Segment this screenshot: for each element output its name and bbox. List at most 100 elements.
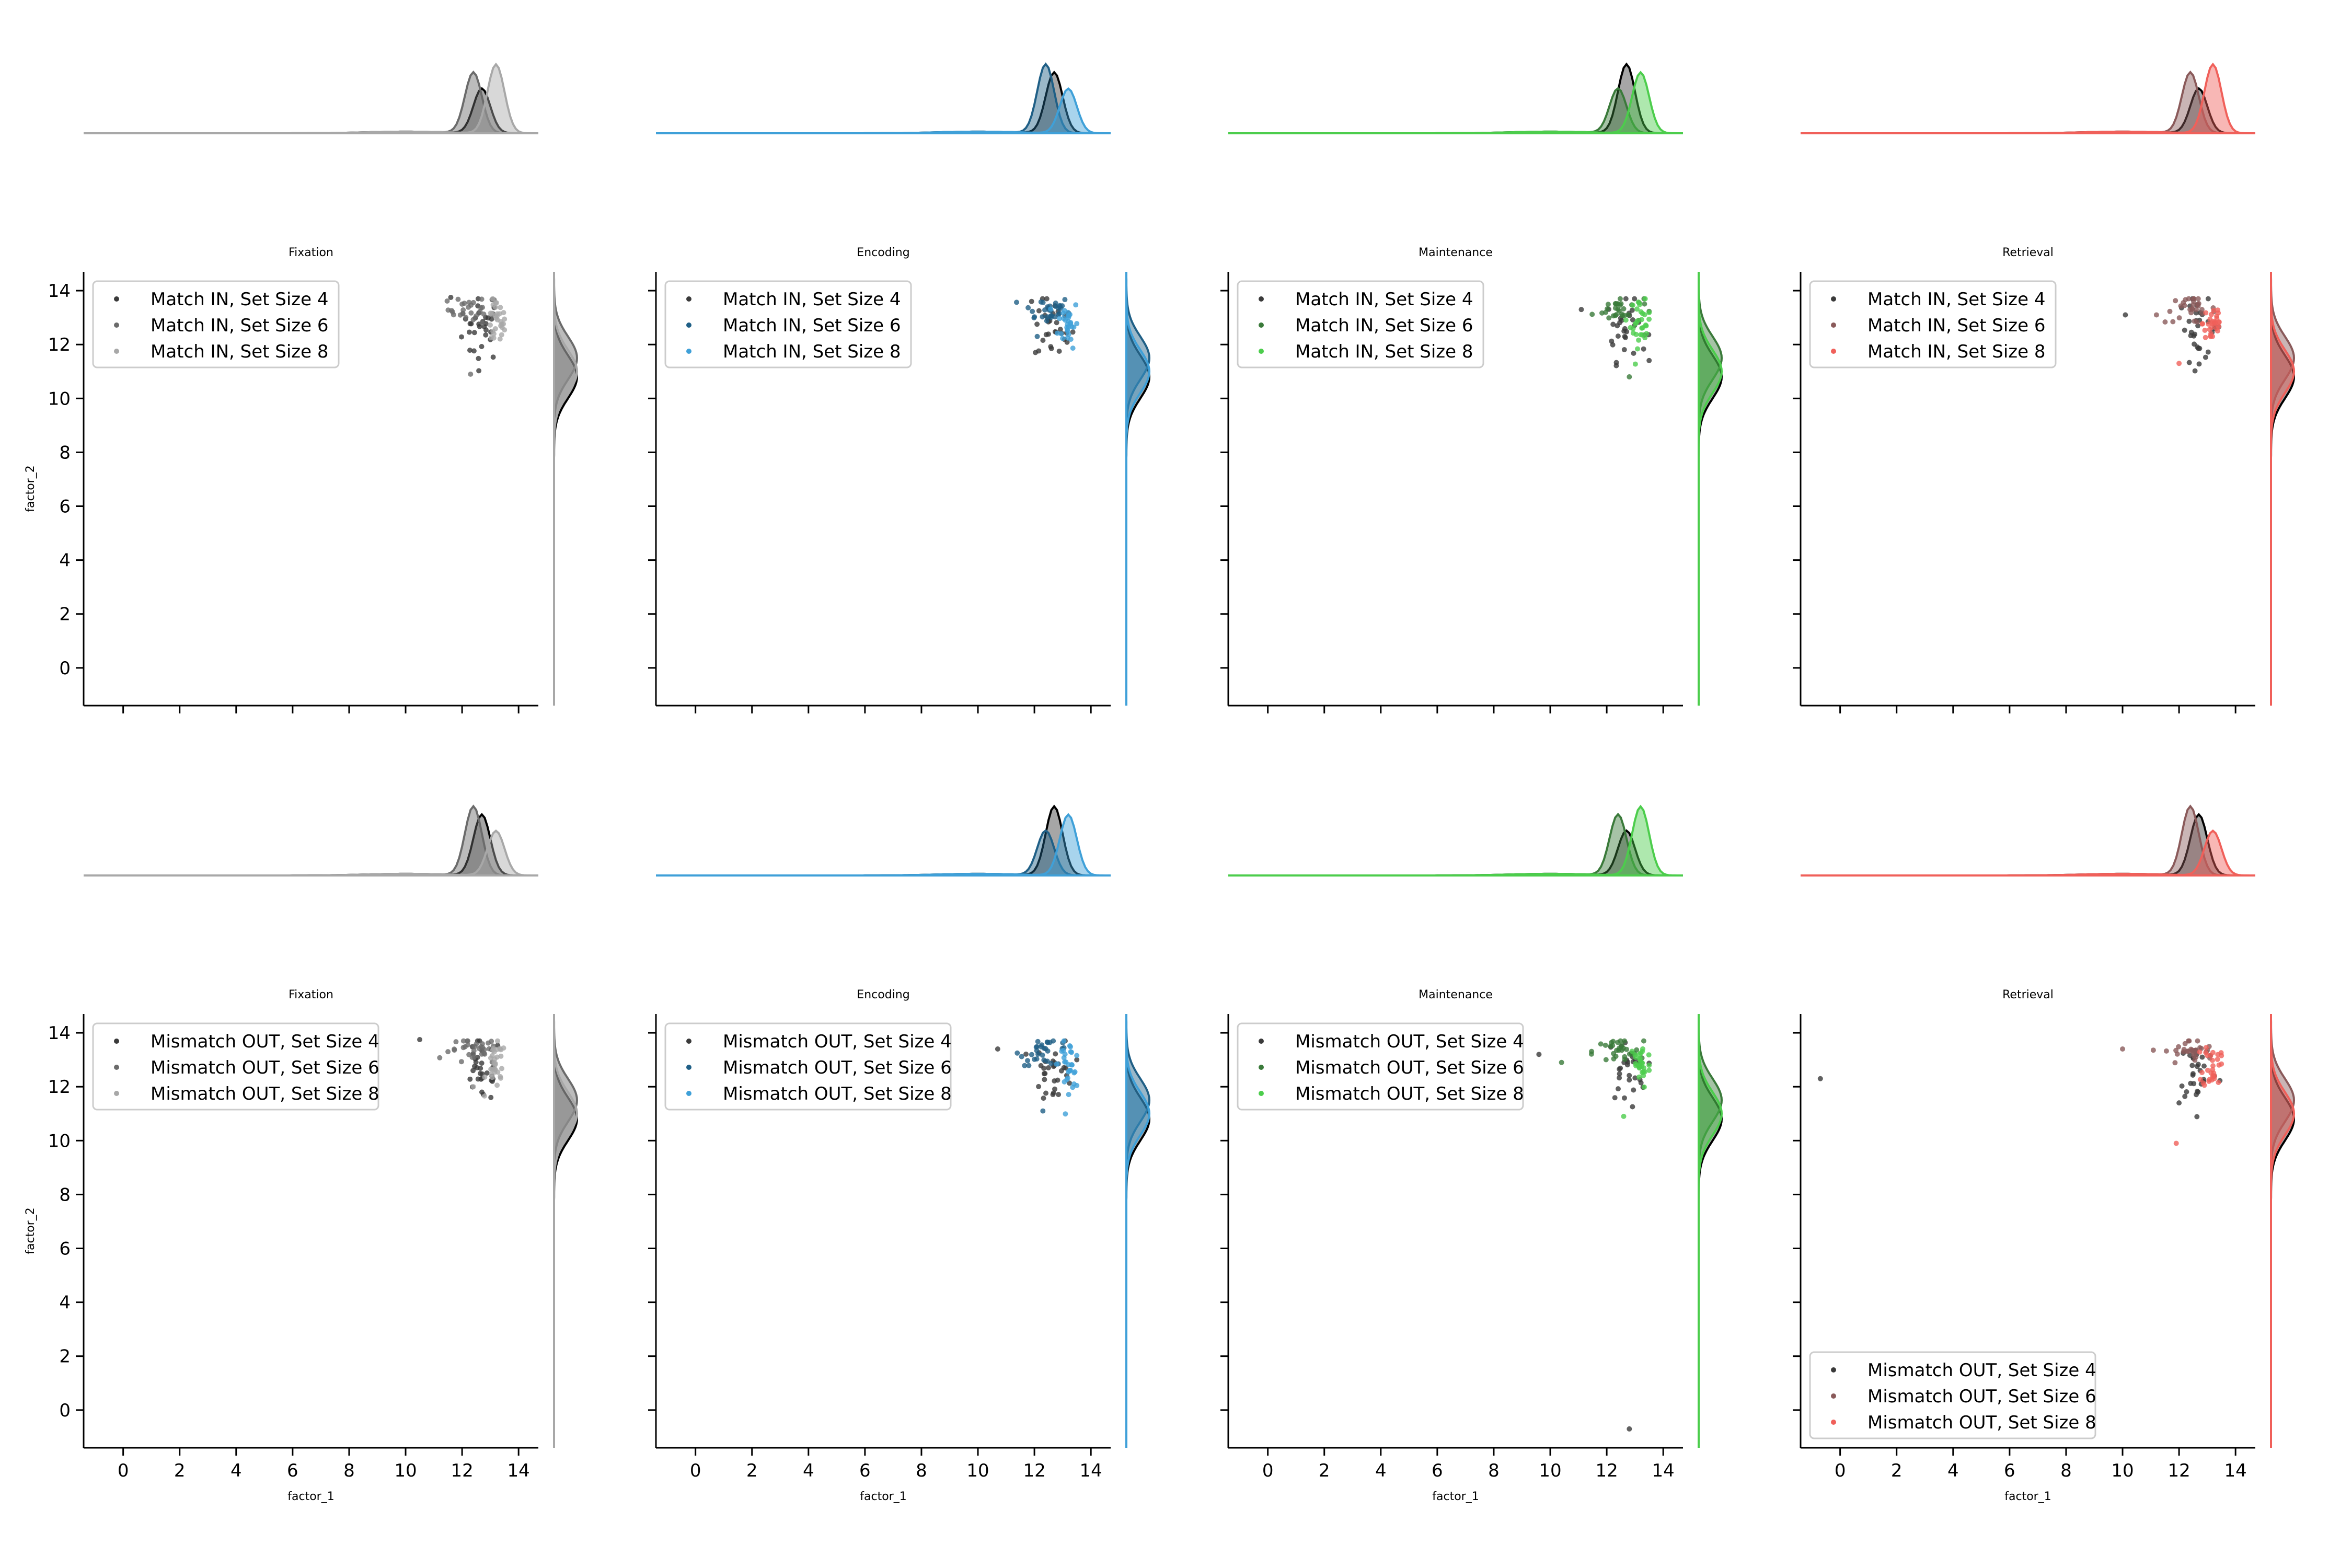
scatter-point-outlier bbox=[1034, 333, 1040, 339]
panel-1-maintenance: Maintenance 0 2 4 6 8 10 12 14 factor_1 Mismatch O… bbox=[1220, 804, 1723, 1503]
scatter-point-series-1 bbox=[465, 1038, 470, 1044]
panel-title: Encoding bbox=[857, 988, 909, 1001]
scatter-point-series-2 bbox=[1641, 1084, 1647, 1090]
scatter-point-series-1 bbox=[1030, 308, 1035, 314]
top-marginal-density-series-1 bbox=[1228, 87, 1683, 134]
scatter-point-series-1 bbox=[477, 308, 483, 314]
scatter-point-series-1 bbox=[1611, 1051, 1617, 1056]
scatter-point-series-1 bbox=[455, 296, 461, 302]
scatter-point-outlier bbox=[1040, 1108, 1046, 1114]
scatter-point-series-2 bbox=[1639, 325, 1645, 331]
scatter-point-series-0 bbox=[1631, 1087, 1636, 1093]
scatter-point-series-0 bbox=[2205, 349, 2211, 355]
y-tick-label: 6 bbox=[59, 497, 71, 517]
legend-marker bbox=[686, 296, 691, 302]
scatter-point-series-2 bbox=[498, 319, 504, 325]
scatter-point-series-0 bbox=[1040, 338, 1046, 343]
scatter-point-series-2 bbox=[1632, 361, 1638, 367]
scatter-point-series-0 bbox=[467, 329, 472, 335]
scatter-point-series-2 bbox=[488, 322, 493, 328]
scatter-point-series-0 bbox=[1044, 296, 1050, 302]
scatter-point-series-2 bbox=[1054, 330, 1060, 336]
scatter-point-series-2 bbox=[489, 1071, 494, 1077]
legend-marker bbox=[1259, 349, 1264, 354]
panel-title: Retrieval bbox=[2002, 988, 2054, 1001]
scatter-point-series-2 bbox=[2211, 308, 2217, 314]
scatter-point-series-2 bbox=[1066, 313, 1072, 318]
scatter-point-series-0 bbox=[471, 348, 477, 354]
scatter-point-series-1 bbox=[2170, 319, 2176, 325]
scatter-point-series-1 bbox=[1035, 1052, 1041, 1057]
scatter-point-series-2 bbox=[491, 331, 497, 337]
x-tick-label: 4 bbox=[1947, 1460, 1959, 1481]
x-tick-label: 6 bbox=[287, 1460, 298, 1481]
legend-marker bbox=[114, 322, 119, 328]
x-axis-label: factor_1 bbox=[2004, 1490, 2051, 1503]
scatter-point-series-0 bbox=[1630, 317, 1635, 322]
panel-title: Encoding bbox=[857, 246, 909, 259]
scatter-point-series-2 bbox=[488, 1055, 493, 1061]
legend-entry: Match IN, Set Size 6 bbox=[1295, 315, 1473, 336]
scatter-point-series-2 bbox=[490, 296, 495, 302]
scatter-point-series-1 bbox=[1622, 1038, 1628, 1044]
scatter-point-series-2 bbox=[494, 1082, 500, 1088]
scatter-point-series-0 bbox=[1042, 1070, 1048, 1076]
top-marginal-density-series-1 bbox=[84, 70, 538, 134]
legend-box bbox=[664, 280, 912, 368]
scatter-point-series-1 bbox=[458, 1059, 464, 1065]
scatter-point-series-0 bbox=[488, 1094, 494, 1100]
scatter-point-series-2 bbox=[2205, 1067, 2210, 1073]
x-tick-label: 12 bbox=[1595, 1460, 1618, 1481]
x-tick-label: 12 bbox=[2167, 1460, 2190, 1481]
legend-entry: Mismatch OUT, Set Size 8 bbox=[723, 1083, 952, 1104]
scatter-point-series-0 bbox=[1056, 349, 1062, 354]
panel-title: Retrieval bbox=[2002, 246, 2054, 259]
scatter-point-series-1 bbox=[1618, 1038, 1623, 1044]
legend-marker bbox=[1259, 322, 1264, 328]
scatter-point-series-0 bbox=[1622, 335, 1628, 340]
panel-1-encoding: Encoding 0 2 4 6 8 10 12 14 factor_1 Mismatch OUT,… bbox=[648, 804, 1151, 1503]
scatter-point-series-0 bbox=[1067, 1080, 1073, 1086]
panel-0-retrieval: Retrieval Match IN, Set Size 4 Match IN, S… bbox=[1793, 62, 2296, 713]
panel-title: Fixation bbox=[289, 246, 333, 259]
scatter-point-series-2 bbox=[2200, 1080, 2206, 1086]
scatter-point-series-1 bbox=[444, 298, 450, 304]
scatter-point-outlier bbox=[479, 1089, 485, 1095]
x-tick-label: 4 bbox=[230, 1460, 242, 1481]
y-tick-label: 12 bbox=[48, 1077, 71, 1098]
scatter-point-series-2 bbox=[498, 305, 503, 310]
scatter-point-series-0 bbox=[2189, 1063, 2195, 1068]
scatter-point-series-1 bbox=[2174, 1051, 2180, 1057]
scatter-point-series-1 bbox=[2163, 1048, 2169, 1054]
legend-box bbox=[664, 1022, 952, 1111]
scatter-point-series-0 bbox=[2191, 1081, 2197, 1087]
scatter-point-series-0 bbox=[1042, 1077, 1047, 1082]
scatter-point-series-0 bbox=[2199, 1054, 2205, 1060]
legend-marker bbox=[114, 349, 119, 354]
scatter-point-series-1 bbox=[2195, 1038, 2200, 1044]
scatter-point-series-2 bbox=[2212, 319, 2218, 325]
scatter-point-series-1 bbox=[474, 313, 479, 319]
y-tick-label: 4 bbox=[59, 550, 71, 571]
legend-marker bbox=[686, 1039, 691, 1044]
scatter-point-series-2 bbox=[2216, 1080, 2221, 1085]
scatter-point-series-0 bbox=[1050, 1092, 1056, 1098]
scatter-point-outlier bbox=[417, 1036, 423, 1042]
scatter-point-series-1 bbox=[479, 296, 485, 302]
y-tick-label: 14 bbox=[48, 1023, 71, 1044]
y-tick-label: 14 bbox=[48, 281, 71, 302]
scatter-point-series-0 bbox=[490, 354, 496, 360]
scatter-point-series-0 bbox=[1638, 1080, 1644, 1086]
scatter-point-series-2 bbox=[502, 316, 508, 322]
x-tick-label: 10 bbox=[394, 1460, 417, 1481]
right-marginal-density-series-2 bbox=[553, 1014, 579, 1448]
scatter-point-series-2 bbox=[1074, 1053, 1080, 1058]
scatter-point-series-1 bbox=[2172, 1060, 2178, 1066]
scatter-point-outlier bbox=[1627, 374, 1632, 380]
scatter-point-series-2 bbox=[1633, 331, 1639, 337]
legend-entry: Mismatch OUT, Set Size 6 bbox=[1867, 1386, 2096, 1407]
y-tick-label: 8 bbox=[59, 442, 71, 463]
scatter-point-series-1 bbox=[466, 299, 472, 305]
scatter-point-series-1 bbox=[2191, 1053, 2197, 1058]
scatter-point-outlier bbox=[470, 1084, 476, 1090]
